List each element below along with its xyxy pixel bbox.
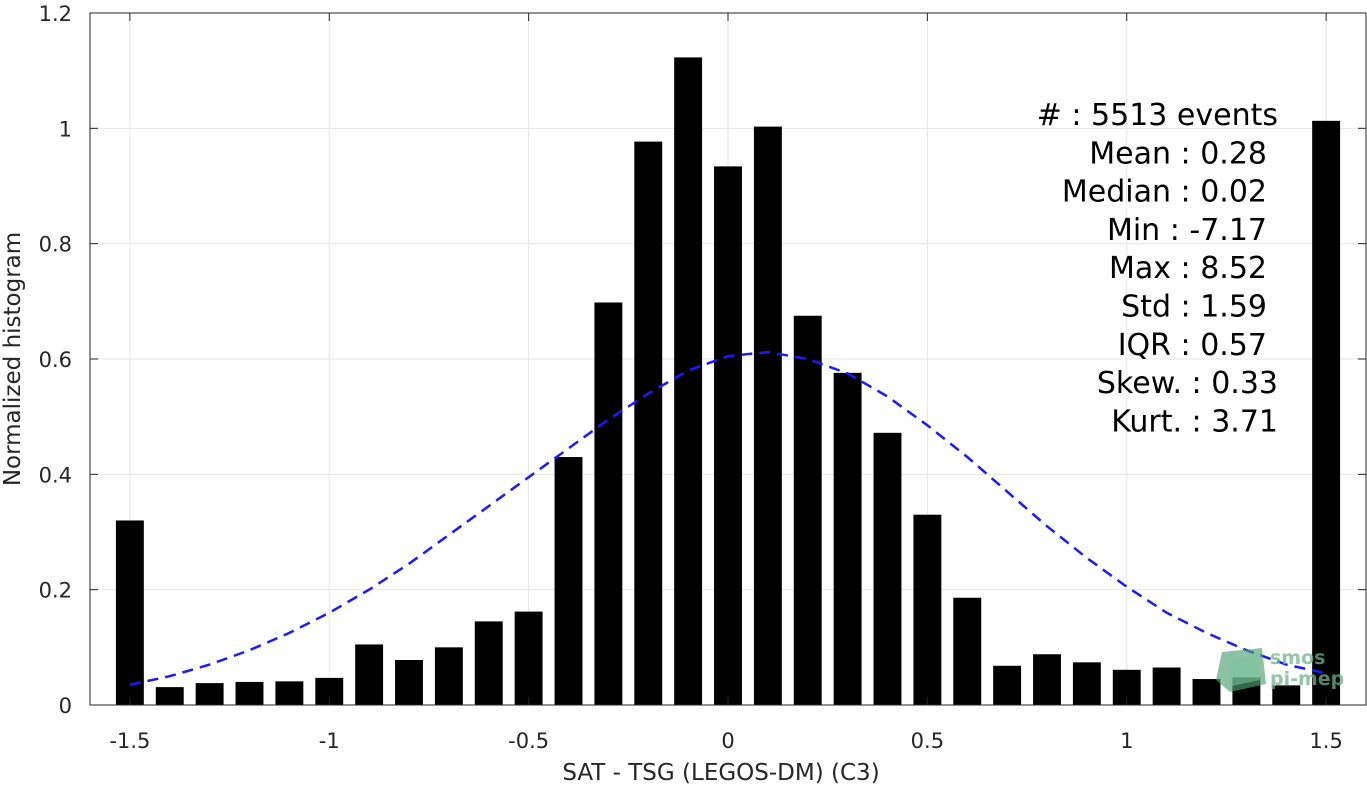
histogram-bar — [434, 647, 463, 705]
y-tick-label: 0.6 — [39, 348, 72, 372]
histogram-bar — [554, 457, 583, 705]
histogram-bar — [355, 644, 384, 705]
stat-line: # : 5513 events — [1037, 98, 1278, 133]
histogram-bar — [674, 57, 703, 706]
stat-line: Std : 1.59 — [1121, 290, 1267, 325]
y-tick-label: 0.2 — [39, 579, 72, 603]
histogram-bar — [753, 126, 782, 705]
normal-fit-curve — [129, 350, 1327, 687]
stat-line: Median : 0.02 — [1062, 175, 1267, 210]
histogram-bar — [395, 660, 423, 705]
histogram-bar — [873, 432, 902, 705]
stat-line: Kurt. : 3.71 — [1111, 404, 1278, 439]
x-axis-label: SAT - TSG (LEGOS-DM) (C3) — [562, 760, 879, 785]
stat-line: IQR : 0.57 — [1118, 328, 1267, 363]
histogram-bar — [833, 372, 862, 705]
stat-line: Min : -7.17 — [1107, 213, 1267, 248]
histogram-bar — [1033, 654, 1061, 705]
histogram-bar — [714, 166, 742, 706]
y-tick-label: 0.4 — [39, 463, 72, 487]
logo-line2: pi-mep — [1270, 668, 1344, 690]
histogram-bar — [1192, 679, 1221, 705]
stat-line: Mean : 0.28 — [1089, 136, 1267, 171]
y-axis-ticks: 0 0.2 0.4 0.6 0.8 1 1.2 — [39, 2, 1366, 718]
x-tick-label: 1.5 — [1309, 729, 1342, 753]
histogram-bar — [514, 611, 543, 705]
histogram-bar — [953, 597, 982, 705]
x-axis-ticks: -1.5 -1 -0.5 0 0.5 1 1.5 — [109, 13, 1343, 753]
x-tick-label: -0.5 — [508, 729, 549, 753]
stat-line: Max : 8.52 — [1109, 251, 1267, 286]
logo-shape-inner — [1228, 656, 1260, 686]
histogram-bar — [275, 681, 304, 705]
x-tick-label: 0 — [721, 729, 734, 753]
histogram-bar — [594, 302, 623, 705]
y-tick-label: 1 — [59, 117, 72, 141]
smos-pi-mep-logo: smos pi-mep — [1216, 647, 1344, 692]
histogram-bar — [913, 514, 942, 705]
histogram-bar — [1272, 685, 1301, 705]
stat-line: Skew. : 0.33 — [1097, 366, 1278, 401]
histogram-bar — [474, 621, 503, 705]
y-tick-label: 0 — [59, 694, 72, 718]
y-tick-label: 1.2 — [39, 2, 72, 26]
histogram-bar — [1152, 667, 1181, 705]
histogram-bar — [993, 665, 1022, 705]
logo-line1: smos — [1270, 647, 1325, 669]
histogram-bar — [235, 681, 264, 705]
histogram-bar — [634, 141, 663, 705]
x-tick-label: -1.5 — [109, 729, 150, 753]
y-axis-label: Normalized histogram — [0, 232, 26, 486]
x-tick-label: 1 — [1120, 729, 1133, 753]
histogram-bars — [115, 57, 1341, 706]
histogram-bar — [155, 687, 184, 705]
histogram-bar — [1312, 120, 1341, 705]
histogram-bar — [1072, 662, 1101, 705]
histogram-bar — [115, 520, 144, 705]
y-tick-label: 0.8 — [39, 233, 72, 257]
histogram-bar — [195, 683, 224, 705]
x-tick-label: -1 — [319, 729, 340, 753]
x-tick-label: 0.5 — [911, 729, 944, 753]
histogram-bar — [793, 315, 822, 705]
